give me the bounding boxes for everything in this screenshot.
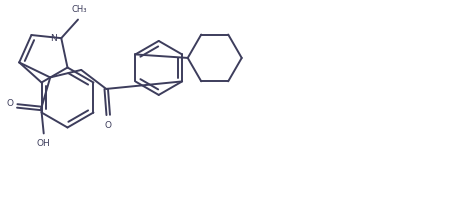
Text: CH₃: CH₃ [72, 5, 87, 14]
Text: OH: OH [37, 139, 50, 148]
Text: N: N [50, 34, 57, 43]
Text: O: O [6, 99, 13, 108]
Text: O: O [105, 121, 112, 130]
